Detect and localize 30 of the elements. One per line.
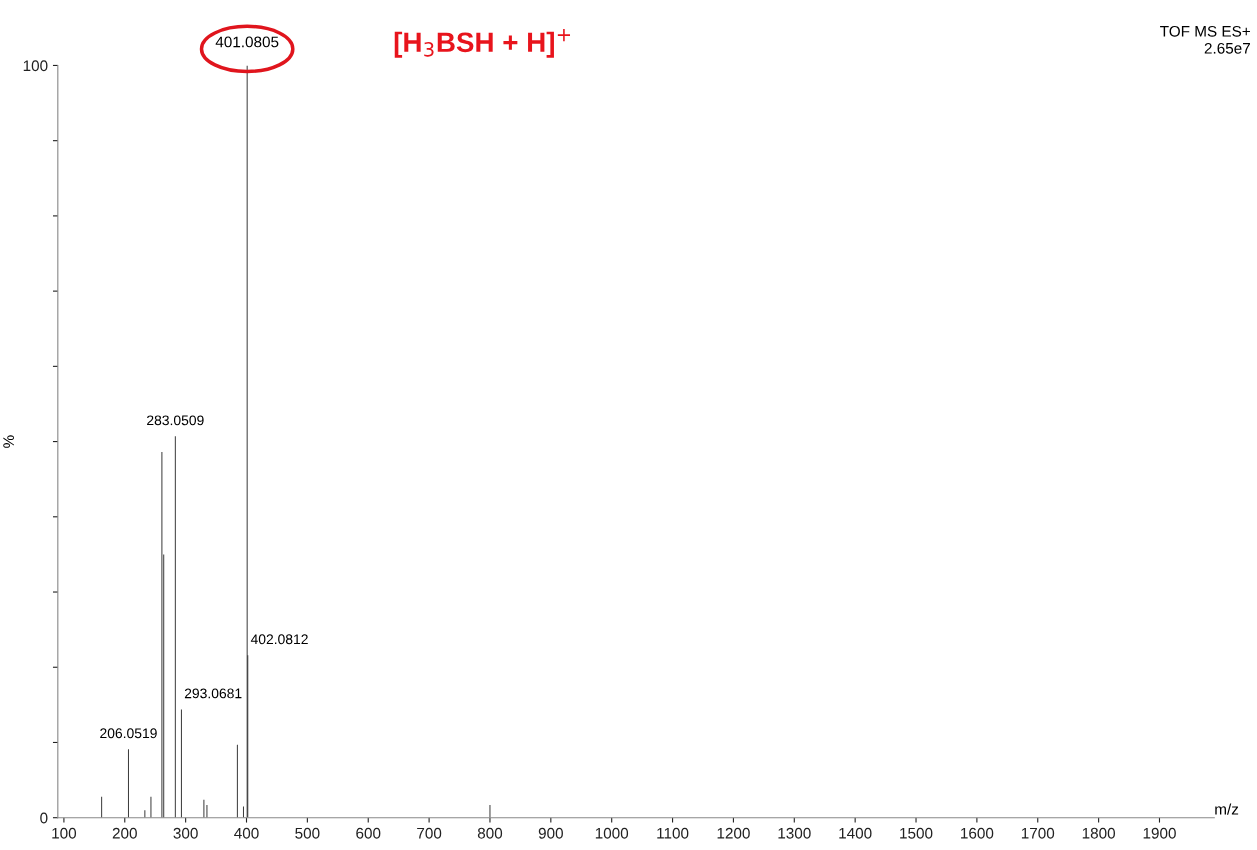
- annotation: 283.0509: [147, 415, 204, 426]
- annotation: 206.0519: [100, 728, 157, 739]
- annotation: 402.0812: [250, 634, 308, 645]
- text: 2.65e7: [1204, 42, 1250, 54]
- y-axis-title: %: [3, 435, 14, 448]
- x-tick-label: 1500: [900, 827, 933, 839]
- annotation: 293.0681: [184, 688, 242, 699]
- x-tick-label: 300: [173, 827, 198, 839]
- x-tick-label: 700: [417, 827, 442, 839]
- x-tick-label: 1700: [1021, 827, 1055, 839]
- x-tick-label: 800: [477, 827, 503, 839]
- x-tick-label: 1900: [1143, 827, 1176, 839]
- x-tick-label: 1400: [839, 827, 872, 839]
- x-tick-label: 1800: [1082, 827, 1116, 839]
- x-tick-label: 400: [234, 827, 259, 839]
- x-tick-label: 1000: [595, 827, 629, 839]
- x-axis-title: m/z: [1215, 803, 1239, 815]
- x-tick-label: 1600: [961, 827, 994, 839]
- x-tick-label: 900: [538, 827, 563, 839]
- text: TOF MS ES+: [1160, 25, 1250, 37]
- x-tick-label: 500: [295, 827, 320, 839]
- x-tick-label: 1300: [778, 827, 811, 839]
- x-tick-label: 1100: [657, 827, 689, 839]
- text: [H$_{3}$BSH + H]$^{+}$: [394, 29, 571, 58]
- y-tick-label: 0: [40, 812, 48, 824]
- annotation: 401.0805: [215, 36, 279, 48]
- x-tick-label: 200: [112, 827, 137, 839]
- x-tick-label: 100: [52, 827, 77, 839]
- x-tick-label: 1200: [717, 827, 750, 839]
- x-tick-label: 600: [356, 827, 381, 839]
